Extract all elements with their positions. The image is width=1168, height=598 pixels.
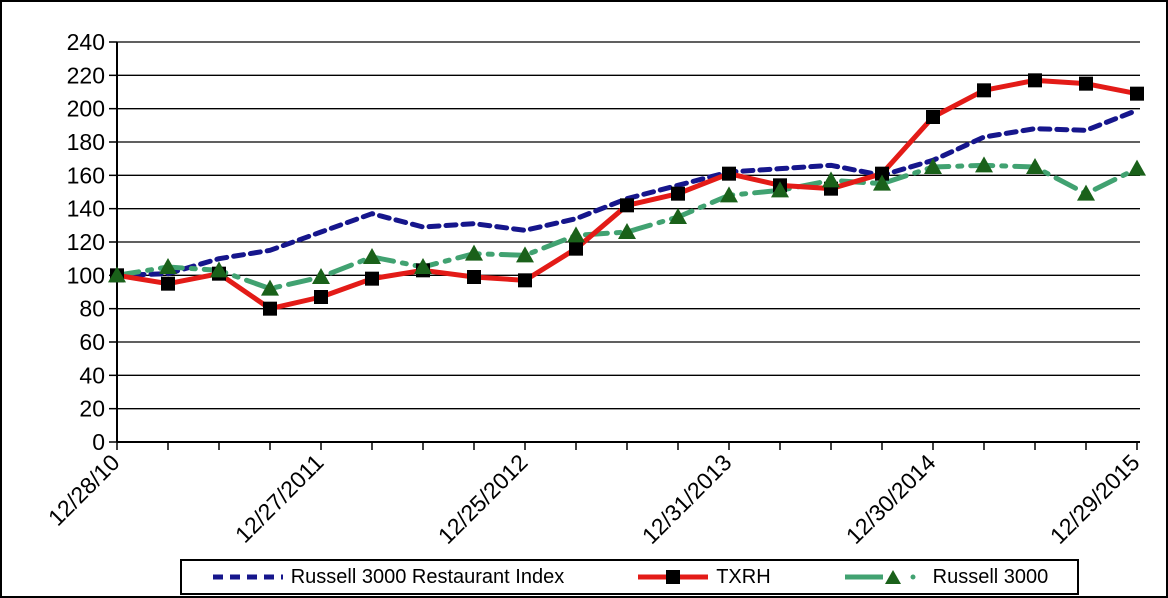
legend: Russell 3000 Restaurant Index TXRH Russe… [180, 559, 1079, 595]
x-tick-label: 12/27/2011 [230, 449, 329, 548]
legend-swatch-triangle-line-icon [844, 570, 916, 584]
y-tick-label: 0 [92, 429, 105, 455]
x-axis-labels: 12/28/10 12/27/2011 12/25/2012 12/31/2013 12… [43, 449, 1145, 549]
x-tick-label: 12/25/2012 [433, 449, 533, 549]
y-tick-label: 220 [67, 62, 105, 88]
x-tick-label: 12/30/2014 [841, 449, 941, 549]
legend-item-russell-3000-restaurant-index: Russell 3000 Restaurant Index [211, 565, 565, 589]
axes [116, 42, 1140, 443]
y-tick-label: 60 [79, 329, 105, 355]
y-tick-label: 200 [67, 96, 105, 122]
series-line-0 [114, 107, 1140, 278]
legend-item-russell-3000: Russell 3000 [843, 565, 1049, 589]
series-markers-1 [110, 73, 1144, 316]
legend-item-txrh: TXRH [636, 565, 771, 589]
y-tick-label: 80 [79, 296, 105, 322]
x-tick-label: 12/29/2015 [1045, 449, 1145, 549]
legend-swatch-dashed-line-icon [212, 574, 283, 580]
y-tick-label: 120 [67, 229, 105, 255]
y-axis-labels: 0 20 40 60 80 100 120 140 160 180 200 220 240 [67, 29, 105, 455]
legend-swatch-square-line-icon [638, 570, 709, 584]
x-axis-ticks [116, 442, 1138, 450]
series-markers-2 [108, 156, 1146, 296]
legend-label: TXRH [716, 565, 771, 588]
x-tick-label: 12/28/10 [43, 449, 125, 531]
legend-label: Russell 3000 Restaurant Index [290, 565, 565, 588]
y-tick-label: 100 [67, 262, 105, 288]
x-tick-label: 12/31/2013 [637, 449, 737, 549]
y-tick-label: 160 [67, 162, 105, 188]
y-tick-label: 40 [79, 362, 105, 388]
y-tick-label: 240 [67, 29, 105, 55]
y-tick-label: 20 [79, 396, 105, 422]
series-line-1 [114, 77, 1140, 312]
legend-label: Russell 3000 [932, 565, 1049, 588]
y-tick-label: 180 [67, 129, 105, 155]
y-tick-label: 140 [67, 196, 105, 222]
gridlines [109, 41, 1140, 443]
